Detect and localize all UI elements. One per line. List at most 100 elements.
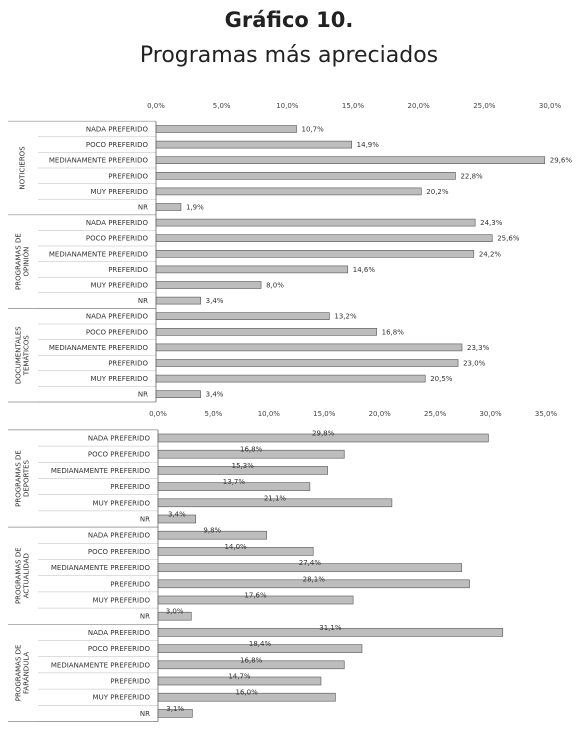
category-label: PREFERIDO — [108, 172, 148, 180]
chart-subtitle: Programas más apreciados — [139, 43, 439, 68]
category-label: MUY PREFERIDO — [91, 375, 149, 383]
group-label: PROGRAMAS DEOPINIÓN — [15, 233, 31, 290]
bar — [155, 172, 456, 180]
bar-value-label: 10,7% — [302, 126, 325, 134]
bar-value-label: 18,4% — [249, 640, 272, 648]
tick-label: 15,0% — [313, 410, 336, 418]
bar — [155, 359, 459, 367]
bar-value-label: 15,3% — [232, 462, 255, 470]
bar-value-label: 23,0% — [463, 360, 486, 368]
bar — [155, 156, 546, 164]
bar-value-label: 16,8% — [382, 328, 405, 336]
category-label: POCO PREFERIDO — [88, 645, 151, 653]
bar — [155, 125, 297, 133]
bar-value-label: 14,0% — [224, 543, 247, 551]
bar — [155, 218, 476, 227]
category-label: MEDIANAMENTE PREFERIDO — [51, 467, 151, 475]
bar-value-label: 14,6% — [353, 266, 376, 274]
tick-label: 15,0% — [342, 102, 365, 110]
category-label: POCO PREFERIDO — [86, 328, 149, 336]
bar — [155, 140, 352, 149]
category-label: MUY PREFERIDO — [91, 282, 149, 290]
category-label: MEDIANAMENTE PREFERIDO — [49, 250, 149, 258]
bar — [155, 390, 201, 399]
group-label: NOTICIEROS — [18, 146, 26, 190]
tick-label: 5,0% — [213, 102, 231, 110]
category-label: PREFERIDO — [110, 678, 150, 686]
tick-label: 35,0% — [535, 410, 558, 418]
category-label: MEDIANAMENTE PREFERIDO — [49, 157, 149, 165]
bar-value-label: 3,4% — [206, 297, 224, 305]
category-label: MEDIANAMENTE PREFERIDO — [51, 661, 151, 669]
tick-label: 0,0% — [147, 102, 165, 110]
tick-label: 20,0% — [369, 410, 392, 418]
category-label: POCO PREFERIDO — [86, 235, 149, 243]
bar-value-label: 3,4% — [206, 391, 224, 399]
bar-value-label: 28,1% — [303, 575, 326, 583]
bar-value-label: 24,3% — [480, 219, 503, 227]
category-label: NR — [138, 391, 148, 399]
group-label: PROGRAMAS DEDEPORTES — [15, 450, 31, 507]
bar-value-label: 27,4% — [299, 559, 322, 567]
group-label: DOCUMENTALESTEMÁTICOS — [15, 326, 31, 384]
bar-value-label: 29,8% — [312, 430, 335, 438]
bar-value-label: 3,0% — [166, 608, 184, 616]
tick-label: 0,0% — [149, 410, 167, 418]
category-label: PREFERIDO — [110, 483, 150, 491]
bar — [155, 343, 463, 352]
category-label: POCO PREFERIDO — [88, 451, 151, 459]
bar — [155, 187, 422, 196]
category-label: NR — [140, 516, 150, 524]
bar-value-label: 13,7% — [223, 478, 246, 486]
bar-value-label: 1,9% — [186, 204, 204, 212]
category-label: PREFERIDO — [108, 360, 148, 368]
bar-value-label: 9,8% — [203, 527, 221, 535]
tick-label: 5,0% — [205, 410, 223, 418]
category-label: NR — [138, 204, 148, 212]
bar-value-label: 20,5% — [430, 375, 453, 383]
tick-label: 10,0% — [276, 102, 299, 110]
tick-label: 30,0% — [479, 410, 502, 418]
category-label: NADA PREFERIDO — [88, 532, 151, 540]
bar-value-label: 24,2% — [479, 250, 502, 258]
bar — [155, 265, 349, 274]
category-label: NADA PREFERIDO — [88, 629, 151, 637]
bar — [155, 327, 377, 336]
tick-label: 10,0% — [258, 410, 281, 418]
tick-label: 25,0% — [424, 410, 447, 418]
bar-value-label: 22,8% — [460, 172, 483, 180]
bar — [155, 374, 426, 383]
tick-label: 25,0% — [473, 102, 496, 110]
bar — [155, 250, 475, 258]
category-label: POCO PREFERIDO — [86, 141, 149, 149]
category-label: MUY PREFERIDO — [93, 597, 151, 605]
bar — [155, 203, 182, 211]
bar-value-label: 14,9% — [357, 141, 380, 149]
tick-label: 20,0% — [408, 102, 431, 110]
bar — [155, 312, 330, 321]
group-label: PROGRAMAS DEFARÁNDULA — [15, 645, 31, 702]
bar-value-label: 3,4% — [168, 511, 186, 519]
bar-value-label: 23,3% — [467, 344, 490, 352]
bar-value-label: 13,2% — [334, 313, 357, 321]
category-label: MEDIANAMENTE PREFERIDO — [49, 344, 149, 352]
category-label: NADA PREFERIDO — [88, 435, 151, 443]
category-label: MUY PREFERIDO — [93, 694, 151, 702]
category-label: PREFERIDO — [110, 580, 150, 588]
category-label: MUY PREFERIDO — [91, 188, 149, 196]
bar — [155, 234, 493, 242]
bar-value-label: 17,6% — [244, 592, 267, 600]
bar-value-label: 16,8% — [240, 446, 263, 454]
bar-value-label: 3,1% — [166, 705, 184, 713]
bar — [155, 281, 262, 289]
category-label: NR — [138, 297, 148, 305]
chart-title: Gráfico 10. — [224, 8, 354, 32]
category-label: NADA PREFERIDO — [86, 219, 149, 227]
group-label: PROGRAMAS DEACTUALIDAD — [15, 547, 31, 604]
bar-value-label: 8,0% — [266, 282, 284, 290]
bar-value-label: 20,2% — [426, 188, 449, 196]
category-label: NADA PREFERIDO — [86, 313, 149, 321]
bar-value-label: 16,0% — [236, 689, 259, 697]
bar-value-label: 14,7% — [228, 673, 251, 681]
